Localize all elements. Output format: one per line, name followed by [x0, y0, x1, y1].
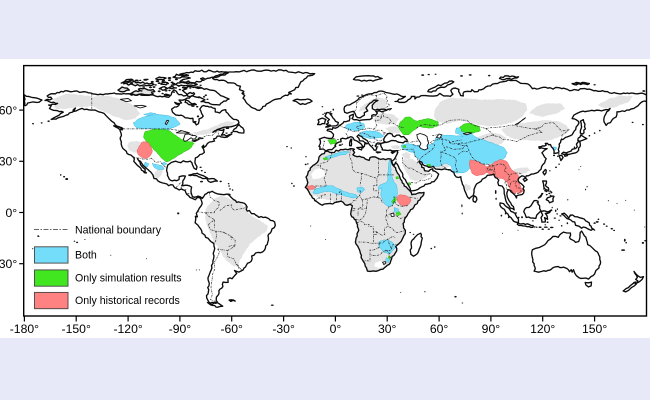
svg-text:-30°: -30°: [0, 257, 17, 271]
svg-text:150°: 150°: [582, 322, 607, 336]
svg-text:Only historical records: Only historical records: [75, 295, 180, 307]
svg-text:90°: 90°: [482, 322, 501, 336]
svg-text:-150°: -150°: [62, 322, 91, 336]
svg-text:National boundary: National boundary: [75, 225, 162, 237]
svg-text:-120°: -120°: [113, 322, 142, 336]
svg-text:60°: 60°: [0, 103, 17, 117]
svg-text:0°: 0°: [6, 206, 18, 220]
svg-text:30°: 30°: [0, 155, 17, 169]
svg-text:60°: 60°: [430, 322, 449, 336]
svg-text:Only simulation results: Only simulation results: [75, 272, 182, 284]
svg-text:-30°: -30°: [272, 322, 295, 336]
svg-text:30°: 30°: [378, 322, 397, 336]
svg-text:Both: Both: [75, 249, 97, 261]
svg-text:-90°: -90°: [169, 322, 192, 336]
svg-text:0°: 0°: [330, 322, 342, 336]
svg-text:120°: 120°: [530, 322, 555, 336]
svg-text:-180°: -180°: [10, 322, 39, 336]
svg-text:-60°: -60°: [220, 322, 243, 336]
